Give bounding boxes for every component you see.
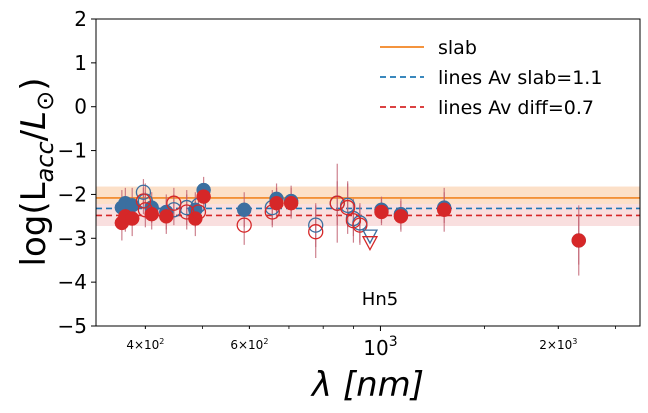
- y-label-close: ): [14, 78, 54, 91]
- data-point: [436, 202, 452, 218]
- y-axis-label: log(Lacc/L⊙): [14, 78, 59, 267]
- data-point: [135, 184, 152, 200]
- data-point: [124, 211, 140, 226]
- x-tick-base: 10: [363, 336, 388, 360]
- data-point: [269, 195, 284, 211]
- x-tick-exponent: 3: [572, 337, 577, 346]
- data-point: [340, 199, 356, 216]
- y-tick-label: 1: [74, 51, 87, 75]
- data-point: [374, 204, 389, 220]
- y-tick-label: 0: [74, 95, 87, 119]
- y-tick-label: −3: [58, 226, 87, 250]
- x-tick-base: 4×10: [126, 338, 159, 352]
- upper-limit-marker: [361, 236, 379, 252]
- data-point: [283, 195, 299, 211]
- y-label-L: L: [14, 111, 54, 130]
- y-label-odot: ⊙: [31, 91, 59, 111]
- data-point: [196, 189, 211, 204]
- data-point: [236, 202, 252, 218]
- data-point: [393, 209, 409, 224]
- data-point: [144, 206, 159, 222]
- y-tick-label: −2: [58, 182, 87, 206]
- x-axis-label: λ [nm]: [310, 365, 424, 405]
- y-tick-label: −5: [58, 314, 87, 338]
- y-label-pre: log(L: [14, 182, 54, 266]
- x-tick-label: 4×102: [126, 337, 164, 352]
- y-label-slash: /: [14, 129, 54, 141]
- data-point: [135, 193, 152, 209]
- y-tick-label: −4: [58, 270, 87, 294]
- annotation-label: Hn5: [362, 289, 398, 310]
- x-tick-exponent: 2: [263, 337, 268, 346]
- data-point: [190, 204, 207, 220]
- plot-frame: [95, 18, 641, 327]
- data-point: [308, 224, 324, 240]
- data-point: [166, 195, 182, 211]
- legend-label: lines Av slab=1.1: [438, 67, 602, 89]
- data-points: [114, 163, 587, 276]
- data-point: [236, 217, 252, 233]
- y-tick-label: 2: [74, 7, 87, 31]
- x-tick-exponent: 2: [159, 337, 164, 346]
- data-point: [571, 233, 587, 248]
- x-tick-base: 2×10: [539, 338, 572, 352]
- y-axis: 2 1 0 −1 −2 −3 −4 −5: [58, 7, 96, 338]
- x-tick-base: 6×10: [230, 338, 263, 352]
- legend-label: slab: [438, 37, 477, 59]
- x-tick-label: 2×103: [539, 337, 577, 352]
- data-point: [329, 195, 345, 211]
- x-tick-label: 6×102: [230, 337, 268, 352]
- uncertainty-bands: [96, 186, 640, 227]
- x-axis: 4×102 6×102 103 2×103: [126, 326, 616, 360]
- legend: slab lines Av slab=1.1 lines Av diff=0.7: [380, 37, 602, 119]
- data-point: [352, 217, 368, 233]
- x-tick-exponent: 3: [389, 334, 398, 350]
- data-point: [159, 209, 174, 224]
- y-label-sub: acc: [31, 141, 59, 182]
- slab-uncertainty-band: [96, 186, 640, 205]
- x-tick-label: 103: [363, 334, 397, 360]
- legend-label: lines Av diff=0.7: [438, 97, 594, 119]
- data-point: [308, 217, 324, 233]
- y-tick-label: −1: [58, 139, 87, 163]
